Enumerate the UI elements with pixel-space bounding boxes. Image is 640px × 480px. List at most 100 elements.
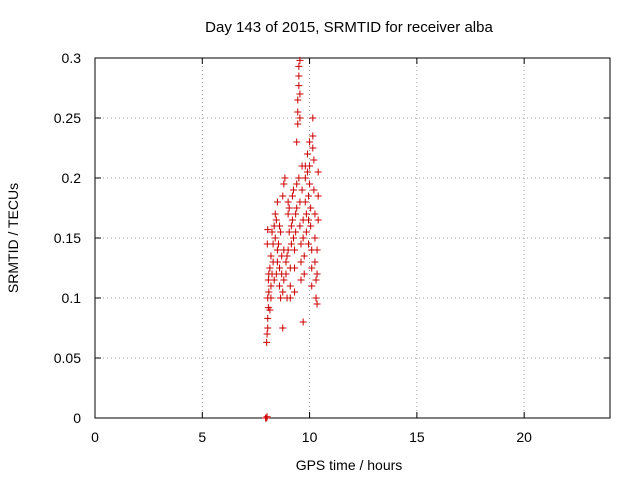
data-point <box>303 150 311 158</box>
y-tick-label: 0.2 <box>62 170 82 186</box>
data-point <box>266 306 274 314</box>
y-axis-label: SRMTID / TECUs <box>5 183 21 293</box>
data-point <box>283 252 291 260</box>
data-point <box>277 294 285 302</box>
data-point <box>264 324 272 332</box>
data-point <box>272 216 280 224</box>
data-point <box>287 240 295 248</box>
data-point <box>284 210 292 218</box>
data-point <box>264 314 272 322</box>
data-point <box>295 174 303 182</box>
data-point <box>273 198 281 206</box>
data-point <box>295 82 303 90</box>
data-point <box>268 228 276 236</box>
data-point <box>301 198 309 206</box>
data-point <box>284 198 292 206</box>
data-point <box>313 270 321 278</box>
data-point <box>291 264 299 272</box>
y-tick-label: 0.1 <box>62 290 82 306</box>
data-point <box>279 288 287 296</box>
data-point <box>267 282 275 290</box>
data-point <box>296 114 304 122</box>
data-point <box>305 216 313 224</box>
data-point <box>296 56 304 64</box>
data-point <box>279 324 287 332</box>
data-point <box>280 276 288 284</box>
data-point <box>274 240 282 248</box>
data-point <box>294 108 302 116</box>
data-point <box>306 162 314 170</box>
data-point <box>294 96 302 104</box>
data-point <box>307 222 315 230</box>
data-point <box>276 264 284 272</box>
data-point <box>273 246 281 254</box>
data-point <box>309 132 317 140</box>
data-point <box>300 270 308 278</box>
data-point <box>279 192 287 200</box>
data-point <box>305 240 313 248</box>
data-point <box>313 246 321 254</box>
x-tick-labels: 0 5 10 15 20 <box>91 429 532 445</box>
data-point <box>302 210 310 218</box>
data-point <box>282 270 290 278</box>
data-point <box>297 276 305 284</box>
data-point <box>299 318 307 326</box>
data-point <box>305 192 313 200</box>
data-point <box>314 192 322 200</box>
data-point <box>308 282 316 290</box>
data-point <box>295 72 303 80</box>
data-point <box>293 204 301 212</box>
x-tick-label: 0 <box>91 429 99 445</box>
y-tick-label: 0 <box>73 410 81 426</box>
data-point <box>282 258 290 266</box>
data-point <box>297 258 305 266</box>
data-point <box>301 174 309 182</box>
data-point <box>292 228 300 236</box>
data-point <box>311 258 319 266</box>
data-points <box>262 56 322 422</box>
data-point <box>314 216 322 224</box>
data-point <box>288 192 296 200</box>
x-tick-label: 20 <box>516 429 532 445</box>
data-point <box>313 300 321 308</box>
data-point <box>287 222 295 230</box>
data-point <box>286 282 294 290</box>
data-point <box>263 413 271 421</box>
data-point <box>300 252 308 260</box>
data-point <box>277 228 285 236</box>
data-point <box>303 168 311 176</box>
data-point <box>273 258 281 266</box>
data-point <box>314 168 322 176</box>
data-point <box>289 234 297 242</box>
data-point <box>291 288 299 296</box>
data-point <box>285 204 293 212</box>
axis-ticks <box>94 57 610 419</box>
data-point <box>271 210 279 218</box>
data-point <box>308 264 316 272</box>
data-point <box>288 216 296 224</box>
x-tick-label: 15 <box>409 429 425 445</box>
y-tick-labels: 0 0.05 0.1 0.15 0.2 0.25 0.3 <box>54 50 81 426</box>
chart-title: Day 143 of 2015, SRMTID for receiver alb… <box>205 19 493 36</box>
x-axis-label: GPS time / hours <box>296 457 403 473</box>
x-tick-label: 10 <box>302 429 318 445</box>
data-point <box>266 264 274 272</box>
data-point <box>306 138 314 146</box>
data-point <box>271 234 279 242</box>
data-point <box>309 144 317 152</box>
data-point <box>309 114 317 122</box>
data-point <box>302 228 310 236</box>
data-point <box>292 210 300 218</box>
data-point <box>298 186 306 194</box>
data-point <box>263 338 271 346</box>
data-point <box>280 180 288 188</box>
data-point <box>299 234 307 242</box>
data-point <box>293 138 301 146</box>
data-point <box>295 62 303 70</box>
data-point <box>286 294 294 302</box>
data-point <box>289 186 297 194</box>
data-point <box>263 330 271 338</box>
data-point <box>291 246 299 254</box>
data-point <box>281 174 289 182</box>
